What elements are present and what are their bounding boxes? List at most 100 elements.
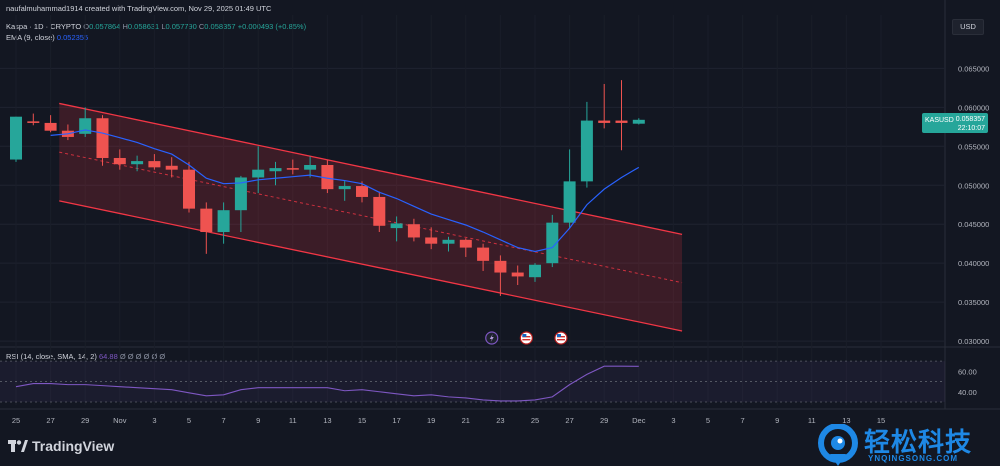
close-value: 0.058357 <box>204 22 236 31</box>
candle-body <box>304 165 317 170</box>
candle-body <box>615 120 628 123</box>
candle-body <box>373 196 386 226</box>
open-label: O <box>83 22 90 31</box>
rsi-line <box>15 365 639 402</box>
time-tick-label: 5 <box>187 416 191 425</box>
rsi-band-fill <box>0 361 945 402</box>
time-tick-label: 5 <box>706 416 710 425</box>
price-tick-label: 0.065000 <box>958 64 989 73</box>
candle-body <box>131 161 144 165</box>
low-label: L <box>161 22 166 31</box>
candle-body <box>546 222 559 264</box>
price-tag-price: 0.058357 <box>955 116 985 123</box>
ema-line <box>50 129 640 253</box>
candle-body <box>234 177 247 211</box>
rsi-tick-label: 60.00 <box>958 367 977 376</box>
tradingview-logo-icon <box>8 439 28 455</box>
candle-body <box>632 119 645 124</box>
us-flag-icon[interactable] <box>519 331 533 345</box>
rsi-legend[interactable]: RSI (14, close, SMA, 14, 2) 64.88 Ø Ø Ø … <box>6 352 165 361</box>
candle-body <box>217 210 230 233</box>
lightning-icon[interactable] <box>485 331 499 345</box>
open-value: 0.057864 <box>89 22 121 31</box>
change-value: +0.000493 (+0.85%) <box>237 22 307 31</box>
candle-body <box>10 116 22 160</box>
time-tick-label: Nov <box>113 416 127 425</box>
high-value: 0.058631 <box>127 22 160 31</box>
price-tick-label: 0.045000 <box>958 220 989 229</box>
time-tick-label: 29 <box>81 416 89 425</box>
time-tick-label: 13 <box>323 416 331 425</box>
price-tick-label: 0.060000 <box>958 103 989 112</box>
time-tick-label: 13 <box>842 416 850 425</box>
candle-body <box>113 157 126 165</box>
time-tick-label: 11 <box>289 416 297 425</box>
candle-body <box>459 239 472 248</box>
candle-body <box>598 120 611 123</box>
candle-body <box>96 118 109 158</box>
close-label: C <box>198 22 205 31</box>
time-tick-label: 27 <box>46 416 54 425</box>
candle-body <box>183 169 195 209</box>
creator-line: naufalmuhammad1914 created with TradingV… <box>6 4 272 13</box>
price-tick-label: 0.035000 <box>958 298 989 307</box>
candle-body <box>580 120 593 182</box>
time-tick-label: 15 <box>358 416 366 425</box>
candle-body <box>338 186 351 190</box>
watermark-logo-icon <box>818 424 858 466</box>
time-tick-label: 7 <box>741 416 745 425</box>
candle-body <box>148 161 161 168</box>
price-tick-label: 0.050000 <box>958 181 989 190</box>
time-tick-label: 25 <box>12 416 20 425</box>
candle-body <box>321 165 334 190</box>
tradingview-logo[interactable]: TradingView <box>8 438 114 455</box>
price-tick-label: 0.040000 <box>958 259 989 268</box>
time-tick-label: 11 <box>808 416 816 425</box>
candle-body <box>356 186 368 197</box>
candle-body <box>511 272 524 277</box>
channel-lower-line <box>59 200 683 332</box>
high-label: H <box>122 22 128 31</box>
candle-body <box>494 260 507 273</box>
last-price-tag: KASUSD 0.058357 22:10:07 <box>922 113 988 133</box>
channel-median-line <box>59 151 683 284</box>
rsi-legend-label: RSI (14, close, SMA, 14, 2) <box>6 352 97 361</box>
low-value: 0.057790 <box>165 22 197 31</box>
price-tick-label: 0.030000 <box>958 337 989 346</box>
candle-body <box>390 223 403 229</box>
time-tick-label: 23 <box>496 416 504 425</box>
time-tick-label: 21 <box>462 416 470 425</box>
candle-body <box>442 239 455 244</box>
currency-button[interactable]: USD <box>952 19 984 35</box>
candle-body <box>563 181 576 223</box>
channel-upper-line <box>59 102 683 235</box>
candle-body <box>27 121 40 123</box>
time-tick-label: 19 <box>427 416 435 425</box>
candle-body <box>477 247 490 261</box>
time-tick-label: 3 <box>671 416 675 425</box>
symbol-name[interactable]: Kaspa · 1D · CRYPTO <box>6 22 82 31</box>
price-tick-label: 0.055000 <box>958 142 989 151</box>
watermark-text: 轻松科技 <box>864 427 973 457</box>
time-tick-label: 7 <box>222 416 226 425</box>
time-tick-label: Dec <box>632 416 646 425</box>
time-tick-label: 15 <box>877 416 885 425</box>
price-tag-symbol: KASUSD <box>925 117 954 124</box>
rsi-tick-label: 40.00 <box>958 388 977 397</box>
rsi-legend-value: 64.88 <box>98 352 118 361</box>
watermark-url: YNQINGSONG.COM <box>868 454 959 463</box>
us-flag-icon[interactable] <box>554 331 568 345</box>
candle-body <box>252 169 265 178</box>
candle-body <box>425 237 438 244</box>
ema-legend[interactable]: EMA (9, close) 0.052355 <box>6 33 88 42</box>
time-tick-label: 9 <box>256 416 260 425</box>
candle-body <box>200 208 213 233</box>
ema-legend-label: EMA (9, close) <box>6 33 55 42</box>
tradingview-logo-text: TradingView <box>32 438 115 454</box>
time-tick-label: 29 <box>600 416 608 425</box>
time-tick-label: 27 <box>565 416 573 425</box>
candle-body <box>529 264 541 278</box>
candle-body <box>407 224 420 238</box>
time-tick-label: 25 <box>531 416 539 425</box>
